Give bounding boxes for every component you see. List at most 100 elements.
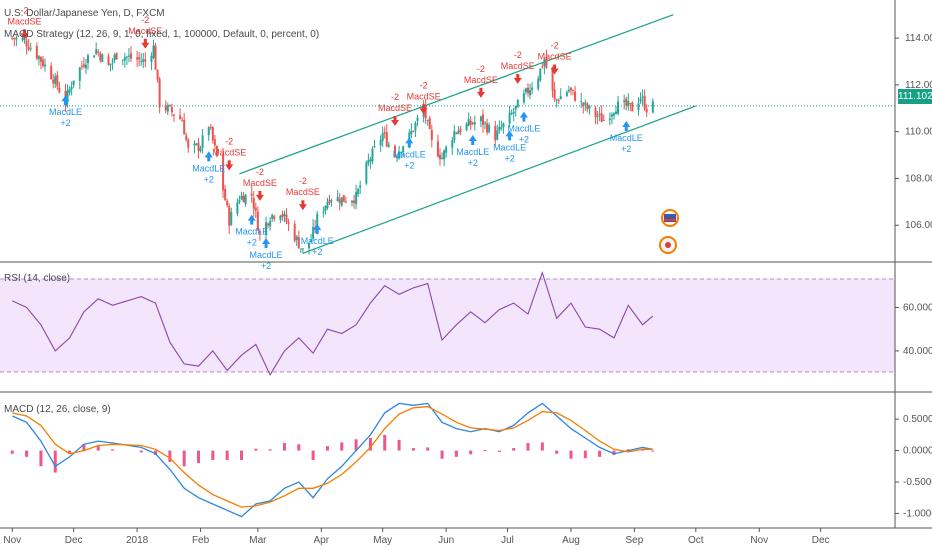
signal-qty: -2 [477, 64, 485, 74]
histogram-bar [39, 450, 43, 467]
candle-body [545, 57, 548, 68]
candle-body [37, 56, 40, 60]
candle-body [516, 100, 519, 108]
candle-body [230, 212, 233, 226]
signal-qty: -2 [141, 15, 149, 25]
channel-lower-line [302, 105, 697, 254]
histogram-bar [325, 446, 329, 451]
short-arrow-icon [298, 200, 307, 211]
histogram-bar [154, 450, 158, 455]
candle-body [510, 113, 513, 115]
signal-label: MacdSE [128, 26, 162, 36]
price-scale[interactable]: 114.000 112.000 110.000 108.000 106.000 60.00… [895, 33, 932, 519]
flag-us-icon[interactable] [661, 209, 679, 227]
candle-body [142, 59, 145, 62]
candle-body [279, 215, 282, 220]
candle-body [152, 45, 155, 58]
flag-jp-icon[interactable] [659, 236, 677, 254]
histogram-bar [383, 434, 387, 451]
candle-body [179, 115, 182, 119]
candle-body [39, 56, 42, 62]
candle-body [129, 53, 132, 59]
candle-body [342, 195, 345, 202]
histogram-bar [426, 447, 430, 451]
long-arrow-icon [61, 95, 70, 106]
candle-body [479, 116, 482, 122]
time-scale[interactable]: Nov Dec 2018 Feb Mar Apr May Jun Jul Aug Sep Oct Nov… [3, 528, 830, 546]
candle-body [426, 120, 429, 122]
candle-body [144, 59, 147, 62]
histogram-bar [583, 450, 587, 459]
histogram-bar [651, 450, 655, 452]
candle-body [608, 118, 611, 121]
candle-body [201, 135, 204, 148]
macd-tick-label: -1.0000 [903, 508, 932, 519]
candle-body [383, 132, 386, 134]
signal-qty: +2 [247, 238, 257, 248]
candle-body [50, 65, 53, 80]
candle-body [44, 64, 47, 67]
candle-body [569, 87, 572, 91]
signal-label: MacdSE [212, 147, 246, 157]
candle-body [567, 89, 570, 92]
candle-body [265, 222, 268, 235]
candle-body [158, 78, 161, 108]
short-arrow-icon [255, 190, 264, 201]
time-tick-label: Oct [688, 535, 704, 546]
price-tick-label: 106.000 [905, 220, 932, 231]
candle-body [551, 66, 554, 91]
candle-body [224, 188, 227, 201]
time-tick-label: 2018 [126, 535, 149, 546]
candle-body [602, 119, 605, 121]
signal-label: MacdSE [8, 16, 42, 26]
candle-body [645, 108, 648, 113]
candle-body [625, 98, 628, 106]
candle-body [236, 202, 239, 214]
candle-body [424, 105, 427, 119]
macd-histogram [10, 434, 655, 473]
candle-body [193, 143, 196, 146]
price-tick-label: 112.000 [905, 80, 932, 91]
candle-body [27, 46, 30, 50]
candle-body [183, 120, 186, 135]
candle-body [508, 112, 511, 124]
long-arrow-icon [622, 120, 631, 131]
candle-body [615, 111, 617, 115]
long-arrow-icon [262, 237, 271, 248]
candle-body [486, 123, 489, 133]
candle-body [539, 68, 542, 81]
signal-label: MacdSE [407, 91, 441, 101]
candle-body [154, 45, 157, 70]
candle-body [559, 96, 562, 100]
candle-body [500, 127, 503, 129]
candle-body [87, 55, 89, 63]
candle-body [610, 114, 613, 117]
candle-body [82, 64, 85, 67]
candle-body [127, 55, 130, 57]
candle-body [387, 144, 390, 147]
candle-body [543, 59, 546, 67]
candle-body [537, 78, 540, 89]
time-tick-label: Feb [192, 535, 210, 546]
short-arrow-icon [419, 104, 428, 115]
candle-body [574, 91, 577, 101]
histogram-bar [340, 442, 344, 451]
candle-body [273, 216, 276, 219]
candle-body [125, 56, 128, 58]
candle-body [627, 100, 630, 106]
candle-body [215, 145, 218, 157]
histogram-bar [254, 448, 258, 451]
candle-body [172, 114, 175, 116]
candle-body [242, 195, 245, 203]
signal-qty: +2 [519, 135, 529, 145]
long-arrow-icon [204, 151, 213, 162]
candle-body [541, 66, 544, 68]
candle-body [195, 143, 198, 145]
candle-body [252, 197, 255, 209]
candle-body [111, 60, 114, 63]
trend-channel[interactable] [239, 14, 697, 254]
candle-body [222, 154, 225, 191]
signal-label: MacdLE [192, 163, 225, 173]
rsi-tick-label: 40.0000 [903, 346, 932, 357]
